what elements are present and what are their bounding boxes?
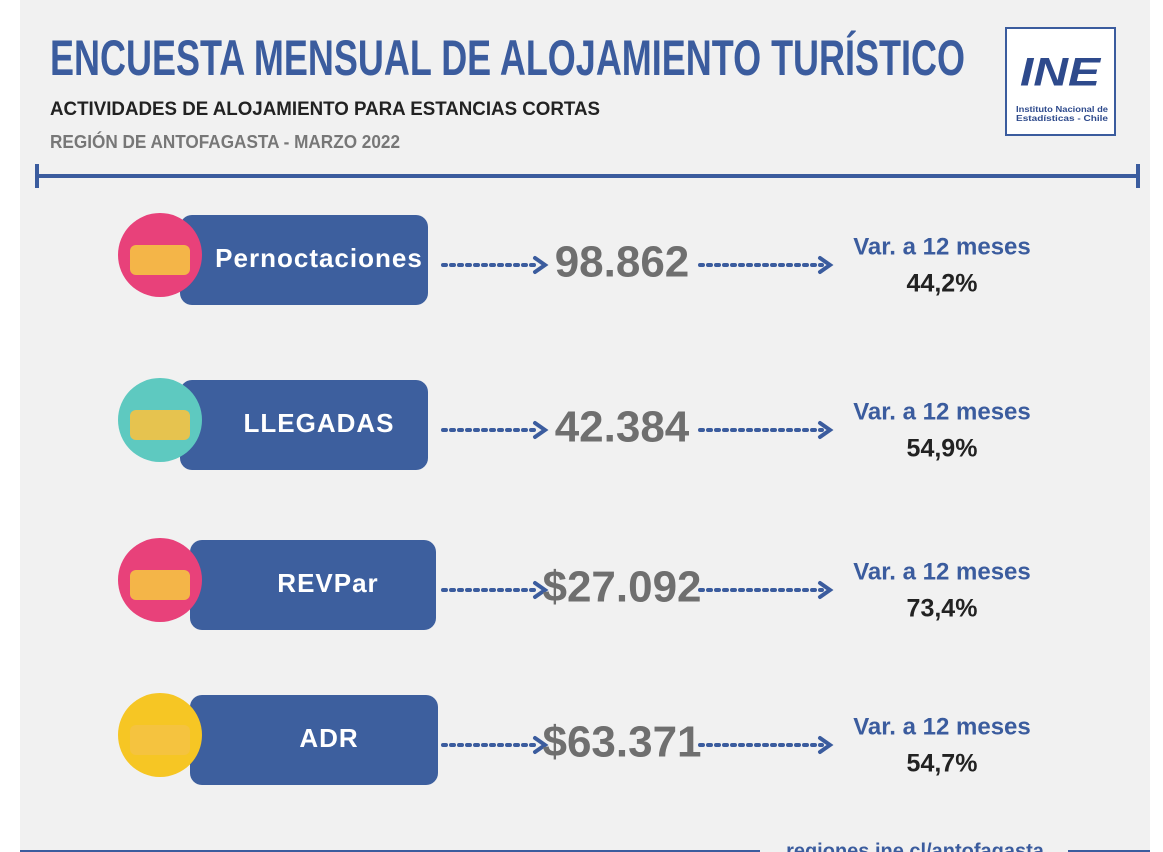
var-value: 54,9%: [907, 435, 978, 463]
var-label: Var. a 12 meses: [853, 558, 1031, 585]
var-value: 73,4%: [907, 595, 978, 623]
row-value: $27.092: [542, 563, 701, 612]
subtitle: ACTIVIDADES DE ALOJAMIENTO PARA ESTANCIA…: [50, 99, 600, 120]
row-label: LLEGADAS: [244, 408, 395, 438]
region: REGIÓN DE ANTOFAGASTA - MARZO 2022: [50, 131, 400, 152]
infographic: ENCUESTA MENSUAL DE ALOJAMIENTO TURÍSTIC…: [0, 0, 1163, 852]
page: {"header": {"title": "ENCUESTA MENSUAL D…: [0, 0, 1163, 852]
icon-detail: [130, 725, 190, 755]
icon-detail: [130, 245, 190, 275]
row-value: $63.371: [542, 718, 701, 767]
var-value: 44,2%: [907, 270, 978, 298]
row-label: REVPar: [277, 568, 378, 598]
logo: INE Instituto Nacional de Estadísticas -…: [1006, 28, 1115, 135]
row-label: ADR: [299, 723, 358, 753]
var-label: Var. a 12 meses: [853, 713, 1031, 740]
title: ENCUESTA MENSUAL DE ALOJAMIENTO TURÍSTIC…: [50, 30, 965, 86]
logo-mark: INE: [1020, 51, 1102, 95]
var-label: Var. a 12 meses: [853, 233, 1031, 260]
row-label: Pernoctaciones: [215, 243, 423, 273]
logo-caption: Estadísticas - Chile: [1016, 114, 1109, 123]
icon-detail: [130, 570, 190, 600]
row-value: 42.384: [555, 403, 690, 452]
logo-caption: Instituto Nacional de: [1016, 105, 1109, 114]
var-value: 54,7%: [907, 750, 978, 778]
footer-url: regiones.ine.cl/antofagasta: [786, 840, 1045, 852]
icon-detail: [130, 410, 190, 440]
var-label: Var. a 12 meses: [853, 398, 1031, 425]
row-value: 98.862: [555, 238, 690, 287]
